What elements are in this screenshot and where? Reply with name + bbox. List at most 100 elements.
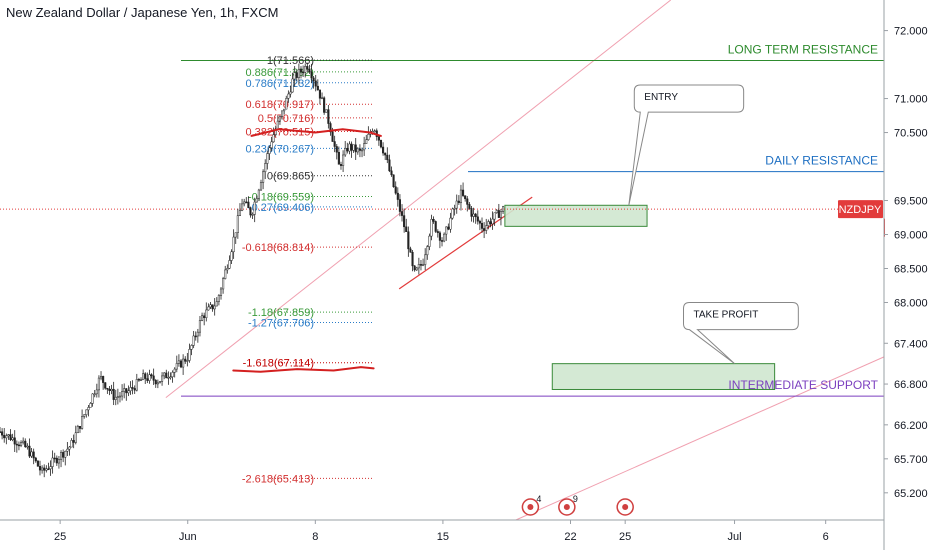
- candle-body: [116, 396, 119, 398]
- candle-body: [266, 153, 269, 164]
- candle-body: [53, 457, 56, 460]
- candle-body: [224, 269, 227, 279]
- candle-body: [489, 221, 492, 225]
- horizontal-levels: LONG TERM RESISTANCE71.560DAILY RESISTAN…: [0, 42, 932, 406]
- candle-body: [264, 163, 267, 173]
- candle-body: [297, 68, 300, 78]
- candle-body: [36, 460, 39, 467]
- candle-body: [394, 186, 397, 194]
- x-tick-label: Jun: [179, 531, 197, 543]
- intermediate-support-label: INTERMEDIATE SUPPORT: [728, 378, 878, 392]
- fib-label: -1.18(67.859): [248, 307, 314, 319]
- y-axis[interactable]: 72.000 71.000 70.500 69.500 69.000 68.500 68.0…: [883, 0, 932, 550]
- candle-body: [483, 228, 486, 231]
- candle-body: [146, 378, 149, 381]
- candle-body: [312, 77, 315, 82]
- candle-body: [272, 134, 275, 143]
- candle-body: [205, 309, 208, 319]
- event-4-count: 4: [536, 494, 541, 504]
- symbol-tag: NZDJPY: [839, 204, 882, 216]
- long-trendline: [165, 0, 672, 399]
- candle-body: [251, 214, 254, 216]
- candle-body: [478, 220, 481, 224]
- candle-body: [464, 195, 467, 200]
- lower-trendline: [515, 356, 885, 521]
- candle-body: [276, 120, 279, 130]
- y-tick-label: 69.500: [894, 196, 928, 208]
- candle-body: [299, 68, 303, 73]
- candle-body: [390, 170, 393, 176]
- candle-body: [186, 360, 189, 362]
- candle-body: [417, 264, 420, 269]
- fib-red-underline: [250, 128, 382, 137]
- candle-body: [407, 231, 410, 250]
- candle-body: [466, 198, 469, 205]
- candlesticks: [0, 62, 505, 478]
- event-target-dot: [622, 504, 629, 510]
- candle-body: [24, 440, 27, 447]
- candle-body: [137, 379, 140, 381]
- fib-label: 0.618(70.917): [246, 99, 315, 111]
- y-tick-label: 68.000: [894, 297, 928, 309]
- y-tick-label: 68.500: [894, 263, 928, 275]
- candle-body: [411, 251, 414, 267]
- candle-body: [502, 206, 505, 212]
- candle-body: [192, 335, 195, 346]
- candle-body: [99, 376, 103, 379]
- candle-body: [453, 207, 456, 210]
- candle-body: [476, 216, 479, 222]
- fib-label: -2.618(65.413): [242, 473, 314, 485]
- candle-body: [360, 149, 364, 152]
- x-tick-label: 22: [564, 531, 576, 543]
- x-tick-label: 25: [619, 531, 631, 543]
- candle-body: [112, 388, 115, 400]
- candle-body: [55, 457, 58, 464]
- hand-drawn-marks: [232, 128, 382, 373]
- candle-body: [415, 267, 418, 271]
- fibonacci-levels: 1(71.566)0.886(71.392)0.786(71.232)0.618…: [242, 55, 372, 485]
- candle-body: [289, 91, 292, 95]
- y-tick-label: 67.400: [894, 338, 928, 350]
- candle-body: [480, 222, 484, 229]
- candle-body: [0, 431, 2, 433]
- candle-body: [285, 98, 288, 110]
- event-9-count: 9: [573, 494, 578, 504]
- candle-body: [118, 395, 122, 398]
- candle-body: [422, 264, 425, 266]
- candle-body: [434, 221, 437, 232]
- candle-body: [304, 66, 307, 73]
- candle-body: [337, 151, 340, 165]
- candle-body: [386, 154, 389, 161]
- candle-body: [13, 437, 16, 445]
- candle-body: [222, 278, 225, 290]
- x-tick-label: 25: [54, 531, 66, 543]
- candle-body: [278, 116, 281, 122]
- fib-label: 1(71.566): [267, 55, 314, 67]
- candle-body: [196, 331, 199, 337]
- y-tick-label: 66.800: [894, 379, 928, 391]
- chart-title: New Zealand Dollar / Japanese Yen, 1h, F…: [6, 5, 279, 20]
- candle-body: [47, 468, 50, 471]
- candle-body: [310, 71, 313, 79]
- candle-body: [142, 373, 145, 381]
- candle-body: [426, 246, 429, 256]
- candle-body: [190, 345, 193, 350]
- candle-body: [388, 159, 391, 172]
- candle-body: [436, 231, 439, 234]
- take-profit-callout-text: TAKE PROFIT: [694, 309, 759, 320]
- candle-body: [462, 189, 465, 196]
- candle-body: [139, 379, 143, 382]
- candle-body: [165, 372, 168, 379]
- candle-body: [121, 391, 124, 397]
- event-4-dot: [527, 504, 534, 510]
- x-axis[interactable]: 25 Jun 8 15 22 25 Jul 6: [0, 519, 884, 543]
- candle-body: [485, 225, 488, 231]
- candle-body: [247, 201, 250, 208]
- candle-body: [320, 97, 324, 100]
- candle-body: [66, 448, 69, 452]
- candle-body: [405, 226, 408, 232]
- candle-body: [457, 200, 460, 203]
- candle-body: [413, 265, 416, 271]
